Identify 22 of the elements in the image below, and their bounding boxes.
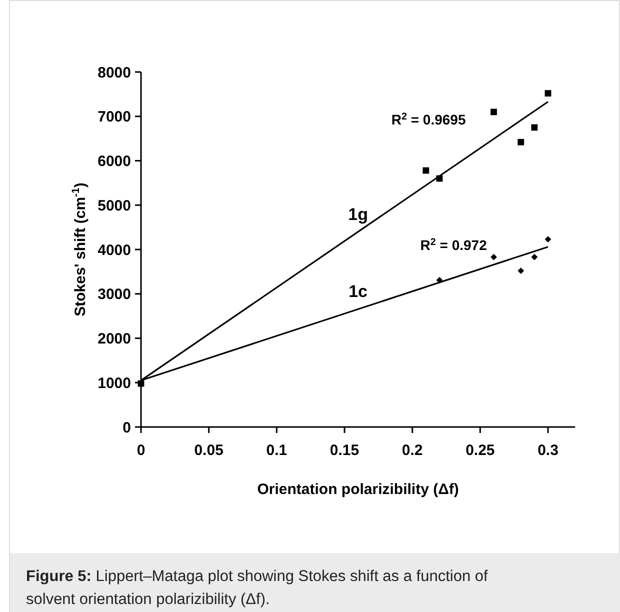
x-tick-label: 0.15 — [330, 442, 360, 459]
series-label: 1c — [348, 282, 368, 302]
caption: Figure 5: Lippert–Mataga plot showing Stokes shift as a function of solvent orientation polarizibility (Δf). — [26, 568, 488, 608]
y-tick-label: 2000 — [98, 330, 131, 348]
x-tick-label: 0.1 — [266, 442, 288, 459]
y-tick-label: 6000 — [98, 153, 131, 170]
x-tick-label: 0.25 — [466, 442, 495, 459]
y-tick-label: 7000 — [98, 108, 131, 126]
y-tick-label: 5000 — [98, 197, 131, 214]
y-tick-label: 4000 — [98, 242, 131, 259]
x-tick-label: 0.2 — [402, 442, 423, 459]
x-tick-label: 0.3 — [538, 442, 558, 459]
x-axis-title: Orientation polarizibility (Δf) — [257, 481, 459, 498]
y-tick-label: 3000 — [98, 286, 131, 304]
annotation: R$^{2}$ = 0.972 — [420, 236, 488, 253]
y-tick-label: 1000 — [98, 374, 131, 392]
x-tick-label: 0 — [136, 442, 146, 459]
y-tick-label: 0 — [122, 419, 131, 436]
annotation: R$^{2}$ = 0.9695 — [391, 110, 466, 128]
series-label: 1g — [348, 204, 368, 224]
x-tick-label: 0.05 — [194, 442, 224, 459]
y-tick-label: 8000 — [98, 64, 131, 82]
